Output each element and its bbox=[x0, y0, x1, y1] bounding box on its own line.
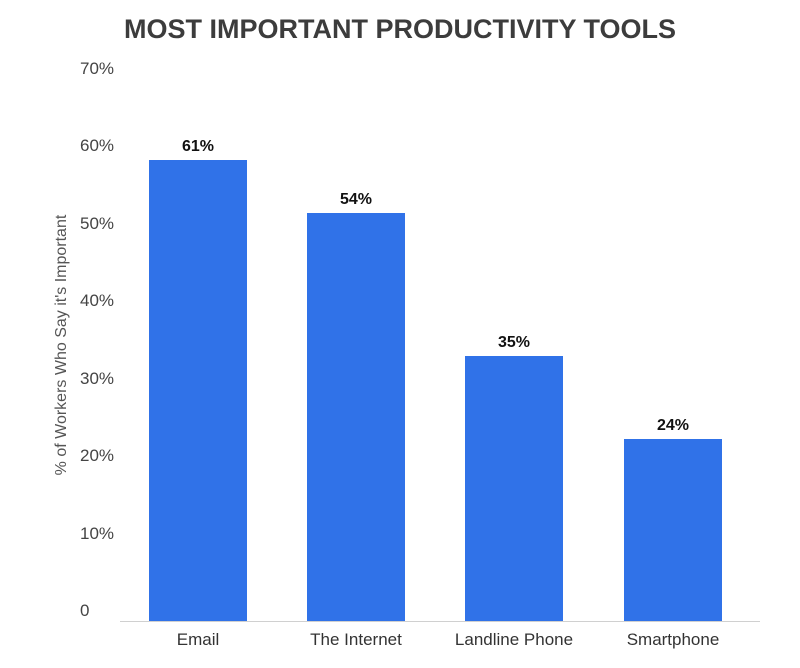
chart-title: MOST IMPORTANT PRODUCTIVITY TOOLS bbox=[123, 14, 676, 44]
bar-landline-phone bbox=[465, 356, 563, 621]
y-tick-label: 10% bbox=[80, 523, 115, 543]
bar-the-internet bbox=[307, 212, 405, 621]
y-tick-label: 50% bbox=[80, 213, 115, 233]
y-tick-label: 70% bbox=[80, 59, 115, 78]
x-category-label: Smartphone bbox=[626, 630, 720, 649]
bar-value-label: 61% bbox=[181, 137, 215, 155]
y-tick-label: 40% bbox=[80, 291, 115, 311]
y-axis-label: % of Workers Who Say it's Important bbox=[53, 214, 70, 476]
y-tick-label: 20% bbox=[80, 446, 115, 466]
y-tick-label: 0 bbox=[80, 601, 90, 620]
x-category-label: The Internet bbox=[310, 630, 402, 649]
x-axis-line bbox=[120, 621, 760, 622]
bar-email bbox=[149, 159, 247, 621]
y-tick-label: 60% bbox=[80, 136, 115, 156]
bar-value-label: 54% bbox=[339, 190, 373, 208]
y-tick-label: 30% bbox=[80, 368, 115, 388]
bar-smartphone bbox=[624, 439, 722, 621]
bar-value-label: 35% bbox=[497, 334, 531, 352]
bar-value-label: 24% bbox=[656, 417, 690, 435]
x-category-label: Email bbox=[176, 630, 220, 649]
x-category-label: Landline Phone bbox=[454, 630, 574, 649]
